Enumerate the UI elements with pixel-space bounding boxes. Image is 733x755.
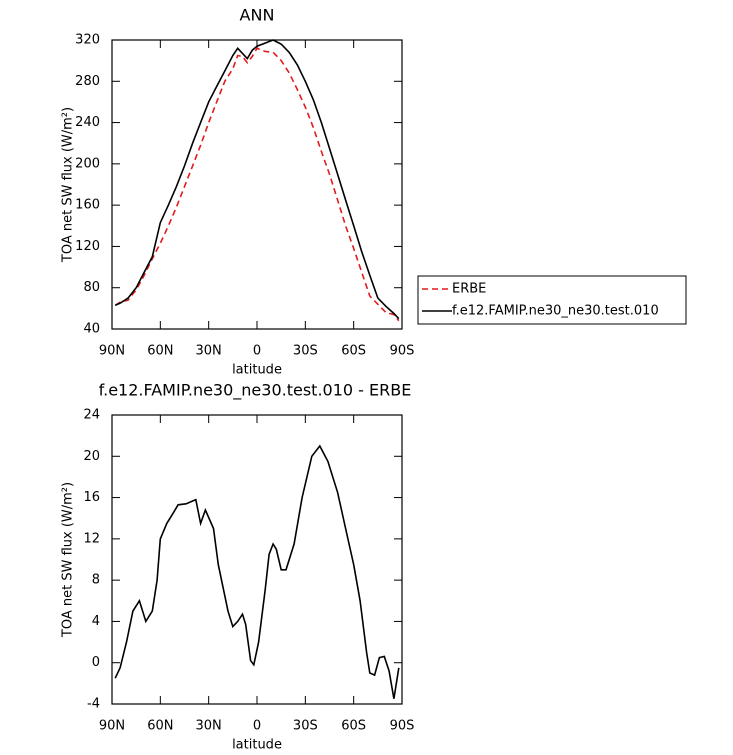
legend-label: f.e12.FAMIP.ne30_ne30.test.010 bbox=[452, 304, 659, 319]
data-line bbox=[114, 39, 400, 320]
y-tick-label: 160 bbox=[75, 198, 100, 213]
x-tick-label: 60N bbox=[147, 719, 173, 734]
x-tick-label: 0 bbox=[253, 719, 261, 734]
data-line bbox=[114, 47, 400, 322]
x-tick-label: 30S bbox=[293, 719, 318, 734]
x-axis-label: latitude bbox=[232, 363, 282, 378]
y-tick-label: 12 bbox=[83, 531, 100, 546]
y-tick-label: 80 bbox=[83, 280, 100, 295]
x-tick-label: 30N bbox=[196, 344, 222, 359]
y-tick-label: 8 bbox=[92, 573, 100, 588]
x-tick-label: 0 bbox=[253, 344, 261, 359]
y-axis-label: TOA net SW flux (W/m²) bbox=[61, 482, 76, 638]
x-tick-label: 90S bbox=[390, 344, 415, 359]
y-tick-label: 320 bbox=[75, 33, 100, 48]
x-tick-label: 30N bbox=[196, 719, 222, 734]
plot-frame bbox=[111, 414, 403, 705]
x-axis-label: latitude bbox=[232, 738, 282, 753]
x-tick-label: 60S bbox=[341, 719, 366, 734]
y-tick-label: 40 bbox=[83, 322, 100, 337]
y-tick-label: 4 bbox=[92, 614, 100, 629]
y-tick-label: 200 bbox=[75, 156, 100, 171]
data-line bbox=[114, 444, 400, 699]
chart-title: f.e12.FAMIP.ne30_ne30.test.010 - ERBE bbox=[99, 381, 412, 401]
y-tick-label: 120 bbox=[75, 239, 100, 254]
x-tick-label: 90S bbox=[390, 719, 415, 734]
chart-title: ANN bbox=[240, 6, 275, 25]
plot-frame bbox=[111, 39, 403, 330]
x-tick-label: 90N bbox=[99, 719, 125, 734]
x-tick-label: 30S bbox=[293, 344, 318, 359]
legend-box bbox=[417, 275, 687, 325]
y-axis-label: TOA net SW flux (W/m²) bbox=[61, 107, 76, 263]
y-tick-label: 280 bbox=[75, 74, 100, 89]
x-tick-label: 90N bbox=[99, 344, 125, 359]
y-tick-label: 24 bbox=[83, 408, 100, 423]
y-tick-label: 0 bbox=[92, 655, 100, 670]
y-tick-label: 20 bbox=[83, 449, 100, 464]
legend-label: ERBE bbox=[452, 282, 486, 297]
y-tick-label: 16 bbox=[83, 490, 100, 505]
x-tick-label: 60S bbox=[341, 344, 366, 359]
y-tick-label: 240 bbox=[75, 115, 100, 130]
x-tick-label: 60N bbox=[147, 344, 173, 359]
y-tick-label: -4 bbox=[87, 697, 100, 712]
